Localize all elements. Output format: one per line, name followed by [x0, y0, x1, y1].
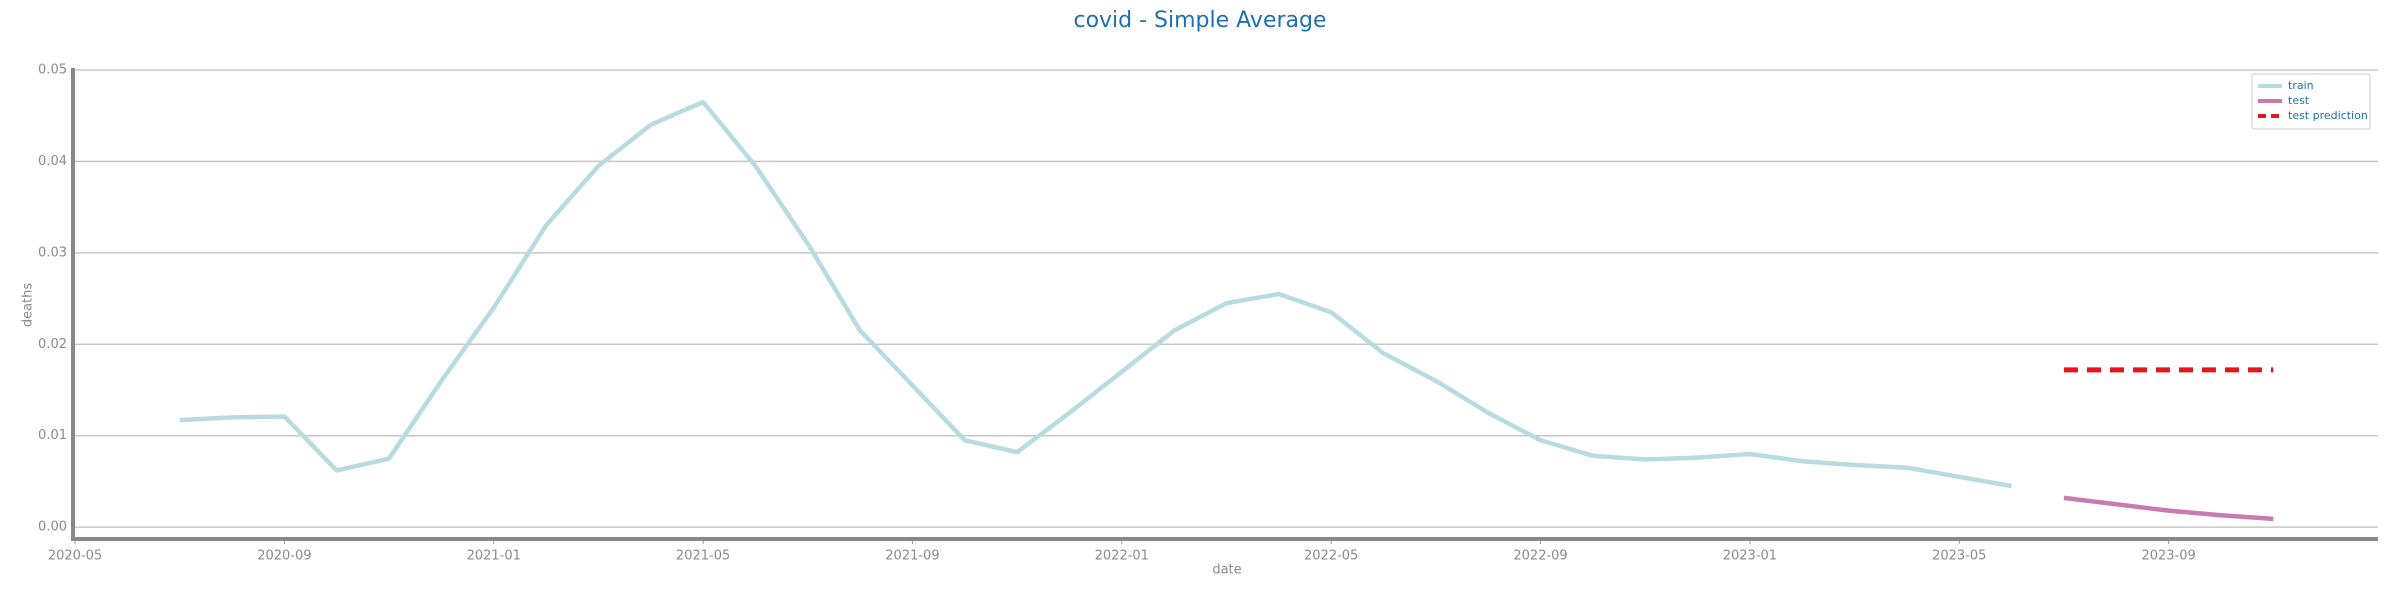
y-tick-label: 0.05: [38, 63, 67, 78]
x-tick-label: 2020-05: [48, 549, 102, 564]
x-tick-label: 2023-09: [2141, 549, 2195, 564]
x-tick-label: 2021-09: [885, 549, 939, 564]
x-axis-label: date: [1212, 563, 1241, 578]
y-tick-label: 0.02: [38, 337, 67, 352]
y-tick-label: 0.00: [38, 520, 67, 535]
legend-label: test prediction: [2288, 109, 2368, 122]
y-tick-label: 0.04: [38, 154, 67, 169]
legend-label: train: [2288, 79, 2314, 92]
y-tick-label: 0.01: [38, 428, 67, 443]
chart-title: covid - Simple Average: [1073, 8, 1326, 33]
x-tick-label: 2022-01: [1095, 549, 1149, 564]
x-tick-label: 2021-05: [676, 549, 730, 564]
y-tick-label: 0.03: [38, 245, 67, 260]
y-axis-label: deaths: [21, 283, 36, 328]
line-series: [2063, 495, 2274, 522]
line-series: [179, 99, 2012, 489]
x-tick-label: 2023-05: [1932, 549, 1986, 564]
x-tick-label: 2022-05: [1304, 549, 1358, 564]
x-tick-label: 2023-01: [1723, 549, 1777, 564]
legend-label: test: [2288, 94, 2310, 107]
x-tick-label: 2020-09: [257, 549, 311, 564]
x-tick-label: 2021-01: [467, 549, 521, 564]
x-tick-label: 2022-09: [1513, 549, 1567, 564]
